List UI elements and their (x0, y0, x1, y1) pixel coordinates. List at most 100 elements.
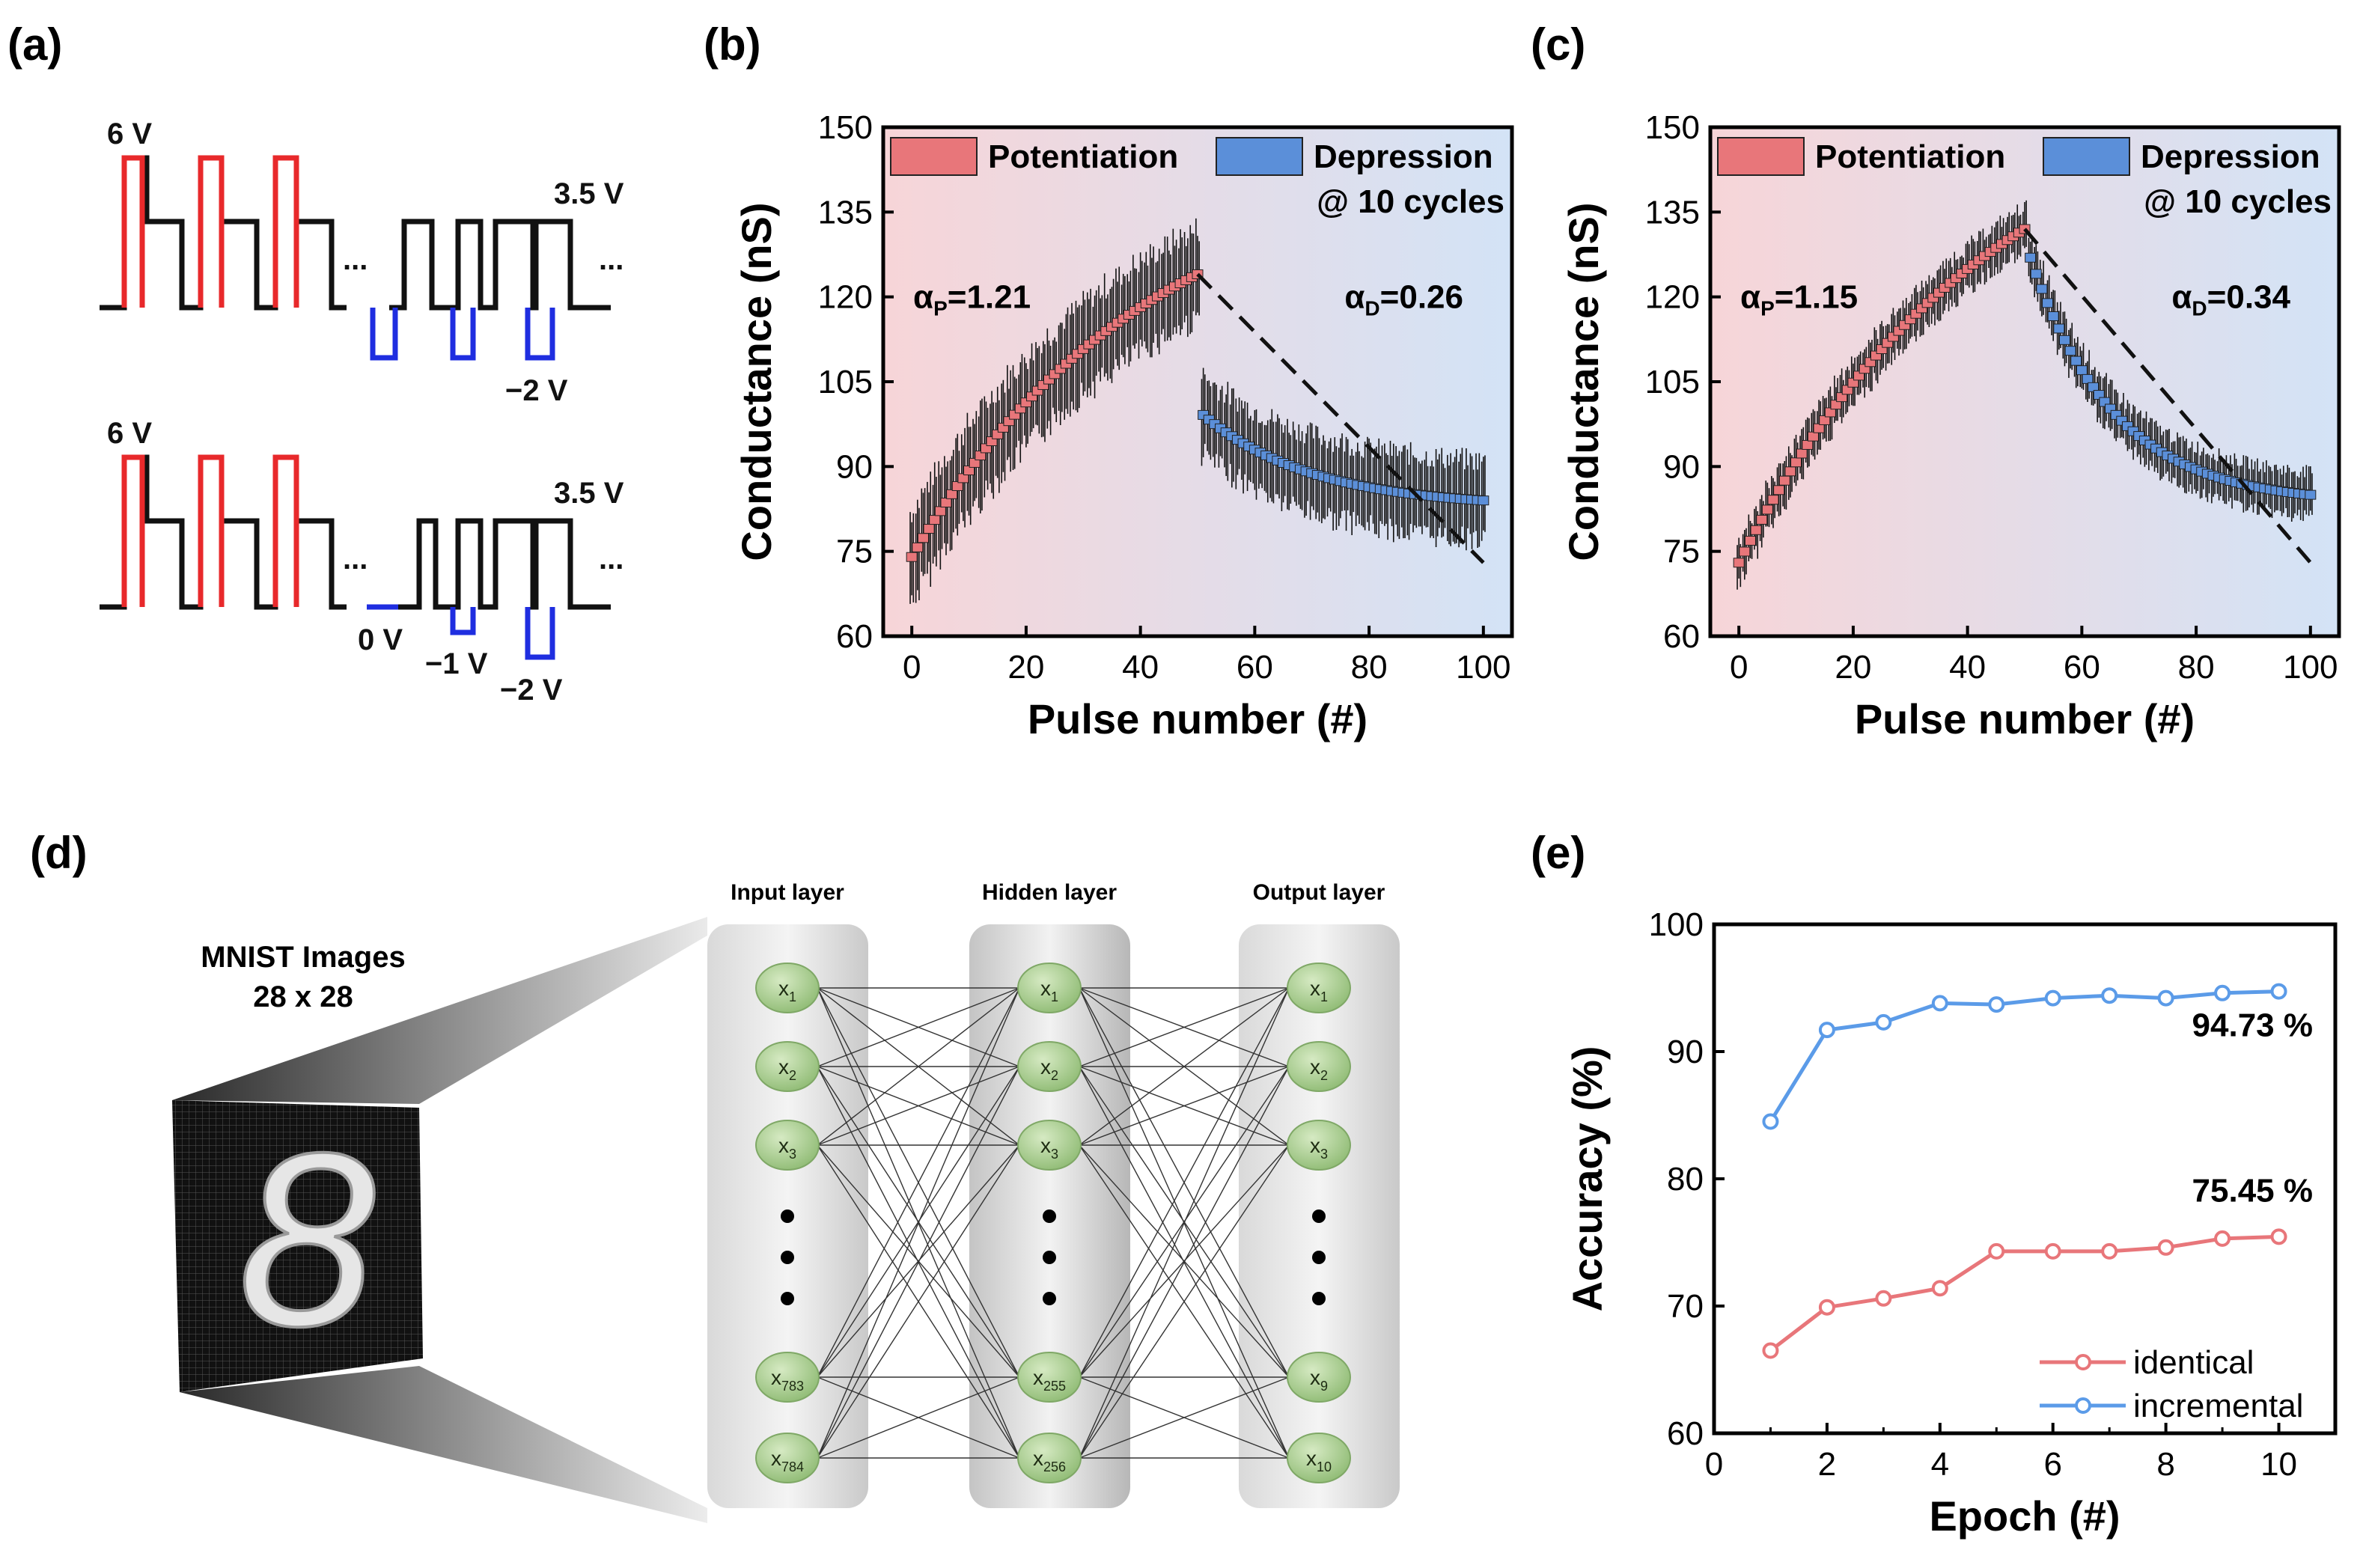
y-tick-label: 105 (818, 364, 873, 400)
node-label: x783 (771, 1366, 804, 1394)
x-tick-label: 0 (1705, 1446, 1723, 1483)
panel-label-a: (a) (7, 19, 62, 70)
series-point-identical (2101, 1242, 2118, 1260)
series-point-incremental (1931, 995, 1948, 1012)
set-voltage-label-bottom: 6 V (107, 417, 152, 450)
y-tick-label: 90 (1663, 448, 1700, 485)
linear-reference-line (1196, 272, 1485, 564)
legend-note: @ 10 cycles (1317, 183, 1504, 220)
reset-voltage-label-bottom-1: −1 V (425, 647, 488, 680)
potentiation-point (1807, 431, 1819, 442)
read-voltage-label-top: 3.5 V (554, 177, 624, 210)
series-line-incremental (1769, 989, 2279, 1123)
series-point-identical (2044, 1242, 2061, 1260)
network-panel: MNIST Images 28 x 28 8 x1x2x3x783x784x1x… (172, 880, 1400, 1523)
y-tick-label: 120 (1645, 279, 1700, 316)
node (755, 1433, 820, 1483)
read-pulse-train-top (100, 155, 611, 311)
node-label: x3 (1310, 1134, 1328, 1162)
potentiation-point (934, 506, 946, 516)
node (1017, 1120, 1082, 1171)
series-point-incremental (2214, 984, 2231, 1001)
legend-label-depression: Depression (2141, 138, 2320, 175)
connection (1079, 987, 1290, 1146)
potentiation-point (929, 515, 941, 525)
potentiation-point (975, 451, 987, 461)
series-point-identical (1931, 1280, 1948, 1297)
y-axis-label: Conductance (nS) (1560, 202, 1607, 561)
potentiation-point (1819, 415, 1831, 425)
y-tick-label: 120 (818, 279, 873, 316)
node-label-subscript: 3 (789, 1147, 796, 1162)
node (755, 1120, 820, 1171)
input-layer-title: Input layer (731, 880, 844, 905)
x-tick-label: 10 (2260, 1446, 2297, 1483)
reset-pulses-top (370, 308, 555, 361)
chart-e: 0 2 4 6 8 10 60 70 80 90 100 Epoch (#) Accuracy (%) i… (1564, 906, 2338, 1540)
node-label-subscript: 255 (1043, 1379, 1066, 1394)
mnist-image (172, 1100, 423, 1392)
node-label: x3 (1040, 1134, 1058, 1162)
node (1287, 1041, 1351, 1092)
x-tick-label: 0 (903, 649, 921, 686)
series-point-identical (2214, 1230, 2231, 1247)
ellipsis-dot (781, 1209, 794, 1223)
node-label-subscript: 10 (1317, 1459, 1332, 1474)
alpha-d-subscript: D (2192, 297, 2207, 320)
alpha-p-value: =1.21 (948, 279, 1031, 316)
legend-label-depression: Depression (1314, 138, 1493, 175)
connection (1079, 1144, 1290, 1459)
y-tick-label: 150 (818, 109, 873, 146)
node-label: x255 (1033, 1366, 1066, 1394)
y-tick-label: 75 (836, 534, 873, 570)
annotation-identical: 75.45 % (2192, 1173, 2313, 1209)
panel-label-d: (d) (30, 828, 88, 878)
x-tick-label: 100 (1456, 649, 1510, 686)
series-point-identical (1875, 1290, 1892, 1307)
connection (1079, 987, 1290, 1067)
network-connections (817, 987, 1290, 1459)
node (755, 963, 820, 1013)
y-tick-label: 90 (836, 448, 873, 485)
connection (817, 1144, 1020, 1459)
hidden-layer-title: Hidden layer (982, 880, 1117, 905)
x-tick-label: 20 (1835, 649, 1871, 686)
y-tick-label: 60 (1667, 1415, 1704, 1452)
alpha-p-label: αP=1.21 (913, 279, 1031, 320)
potentiation-point (1767, 495, 1779, 505)
alpha-p-value: =1.15 (1775, 279, 1858, 316)
read-voltage-label-bottom: 3.5 V (554, 477, 624, 510)
reset-voltage-label-bottom-2: −2 V (500, 674, 563, 707)
alpha-d-subscript: D (1365, 297, 1379, 320)
series-point-incremental (2270, 983, 2287, 1000)
node-label: x9 (1310, 1366, 1328, 1394)
projection-beam-bottom (180, 1366, 707, 1523)
node-label-subscript: 784 (781, 1459, 804, 1474)
x-axis-label: Pulse number (#) (1028, 695, 1368, 742)
potentiation-point (906, 552, 918, 562)
depression-point (2042, 298, 2054, 308)
alpha-d-label: αD=0.26 (1344, 279, 1463, 320)
plot-background (883, 127, 1512, 636)
x-tick-label: 60 (1237, 649, 1273, 686)
depression-point (2305, 489, 2317, 500)
x-axis-label: Pulse number (#) (1855, 695, 2195, 742)
connection (1079, 987, 1290, 1378)
node (1287, 1433, 1351, 1483)
node (1287, 1352, 1351, 1403)
read-pulse-train-bottom (100, 454, 611, 610)
potentiation-point (1830, 400, 1842, 410)
reset-voltage-label-bottom-0: 0 V (358, 623, 403, 656)
node-label-subscript: 3 (1051, 1147, 1058, 1162)
mnist-title: MNIST Images (201, 941, 405, 974)
ellipsis-bottom-1: ... (343, 543, 368, 576)
set-pulses-bottom (121, 454, 299, 607)
series-line-identical (1769, 1234, 2279, 1352)
depression-point (2058, 335, 2070, 345)
y-axis-label: Accuracy (%) (1564, 1046, 1611, 1312)
depression-point (2093, 390, 2105, 400)
depression-point (2053, 323, 2065, 334)
ellipsis-dot (1043, 1292, 1056, 1305)
series-point-incremental (1875, 1013, 1892, 1031)
node-label: x2 (1040, 1055, 1058, 1083)
